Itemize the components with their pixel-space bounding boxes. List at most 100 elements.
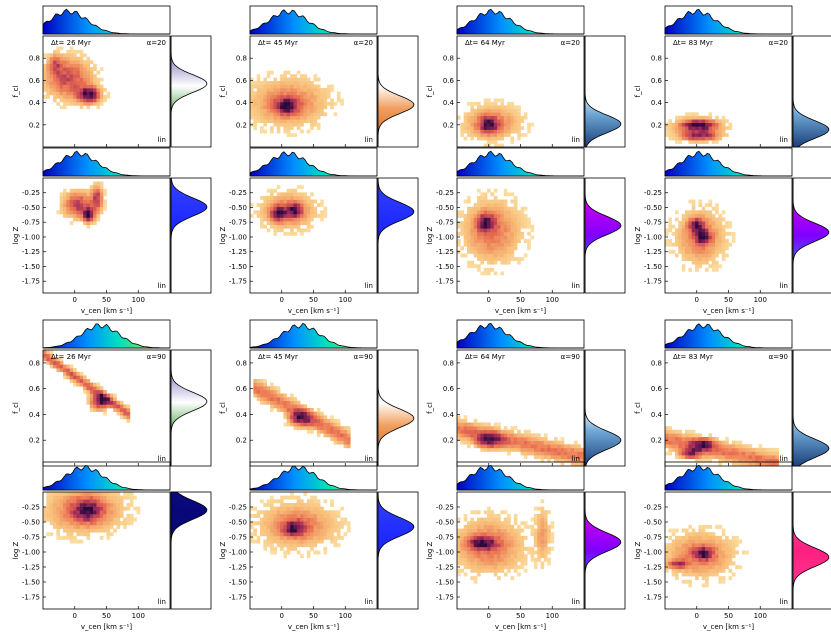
heat-cell: [701, 546, 706, 551]
heat-cell: [46, 492, 50, 496]
heat-cell: [93, 492, 97, 496]
heat-cell: [487, 98, 491, 103]
heat-cell: [668, 228, 672, 233]
y-tick-label: 0.6: [651, 385, 663, 393]
heat-cell: [691, 437, 696, 441]
heat-cell: [253, 532, 257, 537]
heat-cell: [517, 429, 521, 434]
heat-cell: [691, 528, 696, 533]
heat-cell: [530, 517, 535, 522]
heat-cell: [300, 521, 304, 526]
heat-cell: [513, 115, 518, 120]
heat-cell: [83, 375, 87, 380]
x-axis-label: v_cen [km s⁻¹]: [81, 623, 132, 631]
heat-cell: [306, 224, 311, 229]
heat-cell: [685, 455, 689, 460]
heat-cell: [303, 217, 308, 222]
heat-cell: [715, 437, 719, 441]
heat-cell: [93, 408, 97, 412]
heat-cell: [500, 437, 505, 441]
heat-cell: [725, 554, 729, 559]
heat-cell: [473, 221, 478, 226]
heat-cell: [490, 557, 495, 562]
heat-cell: [343, 433, 348, 438]
heat-cell: [665, 561, 669, 566]
y-tick-label: 0.6: [443, 385, 455, 393]
heat-cell: [490, 447, 495, 452]
heat-cell: [513, 539, 518, 544]
heat-cell: [253, 528, 257, 533]
heat-cell: [493, 210, 498, 215]
heat-cell: [263, 206, 268, 211]
y-tick-label: 0.8: [443, 359, 454, 367]
heat-cell: [480, 532, 485, 537]
heat-cell: [480, 203, 485, 208]
heat-cell: [493, 429, 498, 434]
heat-cell: [671, 249, 676, 254]
heat-cell: [59, 517, 64, 522]
heat-cell: [73, 382, 77, 387]
heat-cell: [477, 246, 481, 251]
heat-cell: [49, 77, 54, 82]
heat-cell: [718, 221, 723, 226]
heat-cell: [336, 433, 341, 438]
heat-cell: [678, 136, 683, 141]
heat-cell: [283, 535, 288, 540]
heat-cell: [273, 546, 278, 551]
heat-cell: [470, 433, 475, 438]
y-tick-label: 0.4: [29, 411, 41, 419]
heat-cell: [303, 418, 308, 423]
heat-cell: [83, 101, 87, 106]
heat-cell: [79, 502, 84, 507]
heat-cell: [493, 119, 498, 124]
heat-cell: [540, 539, 545, 544]
heat-cell: [63, 192, 67, 197]
heat-cell: [56, 528, 61, 533]
heat-cell: [340, 433, 344, 438]
heat-cell: [283, 554, 288, 559]
heat-cell: [681, 221, 686, 226]
heat-cell: [718, 136, 723, 141]
heat-cell: [76, 379, 81, 383]
heat-cell: [123, 517, 127, 522]
heat-cell: [480, 426, 485, 431]
heat-cell: [300, 74, 304, 78]
heat-cell: [520, 206, 525, 211]
heat-cell: [93, 386, 97, 391]
heat-cell: [483, 546, 488, 551]
heat-cell: [280, 195, 284, 200]
heat-cell: [503, 249, 508, 254]
y-tick-label: -0.25: [22, 189, 40, 197]
heat-cell: [711, 550, 716, 555]
heat-cell: [691, 444, 696, 449]
heat-cell: [73, 495, 77, 500]
heat-cell: [543, 528, 548, 533]
heat-cell: [483, 565, 488, 570]
heat-cell: [500, 136, 505, 141]
heat-cell: [741, 451, 746, 456]
heat-cell: [276, 499, 281, 504]
heat-cell: [313, 98, 318, 103]
heat-cell: [96, 77, 101, 82]
heat-cell: [715, 543, 719, 548]
heat-cell: [266, 386, 271, 391]
y-tick-label: 0.2: [236, 437, 247, 445]
heat-cell: [326, 521, 331, 526]
heat-cell: [470, 129, 475, 134]
heat-cell: [543, 451, 548, 456]
heat-cell: [718, 550, 723, 555]
heat-cell: [250, 101, 254, 106]
heat-cell: [523, 112, 528, 117]
heat-cell: [543, 546, 548, 551]
scale-label: lin: [158, 136, 166, 144]
heat-cell: [256, 74, 261, 78]
heat-cell: [708, 440, 713, 445]
heat-cell: [300, 408, 304, 412]
heat-cell: [83, 84, 87, 89]
heat-cell: [300, 88, 304, 92]
heat-cell: [46, 60, 50, 65]
heat-cell: [286, 521, 291, 526]
heat-cell: [731, 572, 736, 577]
heat-cell: [86, 379, 91, 383]
heat-cell: [520, 133, 525, 137]
